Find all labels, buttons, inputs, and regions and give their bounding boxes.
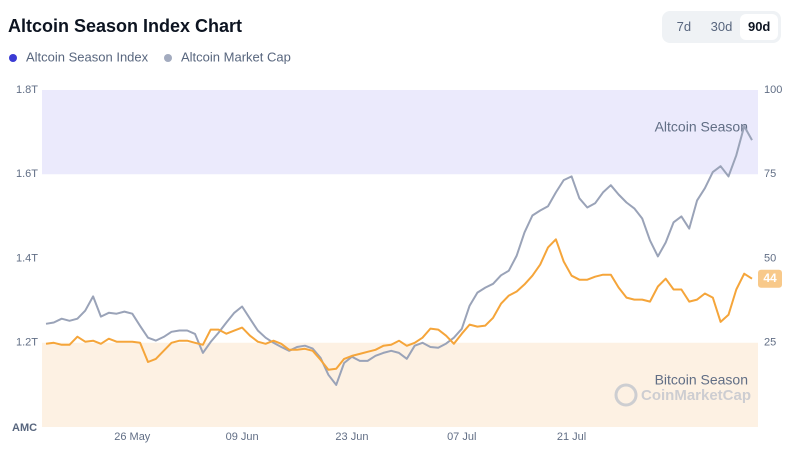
season-band	[42, 90, 758, 175]
band-label: Bitcoin Season	[655, 371, 748, 387]
band-label: Altcoin Season	[655, 119, 748, 135]
series-line	[45, 125, 753, 386]
corner-label: AMC	[12, 422, 37, 434]
series-line	[45, 238, 753, 371]
x-tick-label: 09 Jun	[226, 431, 259, 443]
x-tick-label: 21 Jul	[557, 431, 586, 443]
y-tick-label: 1.2T	[16, 337, 38, 349]
range-button[interactable]: 90d	[740, 14, 779, 40]
chart-title: Altcoin Season Index Chart	[8, 16, 242, 36]
range-selector: 7d 30d 90d	[662, 11, 781, 43]
x-tick-label: 26 May	[114, 431, 151, 443]
range-button[interactable]: 7d	[676, 19, 692, 34]
y-tick-label: 1.4T	[16, 252, 38, 264]
y-tick-label: 1.8T	[16, 84, 38, 96]
x-tick-label: 07 Jul	[447, 431, 476, 443]
watermark-group: CoinMarketCap	[614, 383, 751, 407]
range-button[interactable]: 30d	[710, 19, 733, 34]
y2-tick-label: 25	[764, 337, 776, 349]
legend-label: Altcoin Market Cap	[181, 49, 291, 64]
season-band	[42, 342, 758, 427]
x-tick-label: 23 Jun	[335, 431, 368, 443]
y2-tick-label: 100	[764, 84, 782, 96]
y-tick-label: 1.6T	[16, 168, 38, 180]
legend-marker	[164, 54, 172, 62]
legend-label: Altcoin Season Index	[26, 49, 149, 64]
watermark: CoinMarketCap	[641, 387, 751, 404]
y2-tick-label: 50	[764, 252, 776, 264]
last-value-label: 44	[763, 271, 777, 285]
last-value-box	[758, 269, 782, 288]
y2-tick-label: 75	[764, 168, 776, 180]
legend-marker	[9, 54, 17, 62]
watermark-logo	[614, 383, 638, 407]
